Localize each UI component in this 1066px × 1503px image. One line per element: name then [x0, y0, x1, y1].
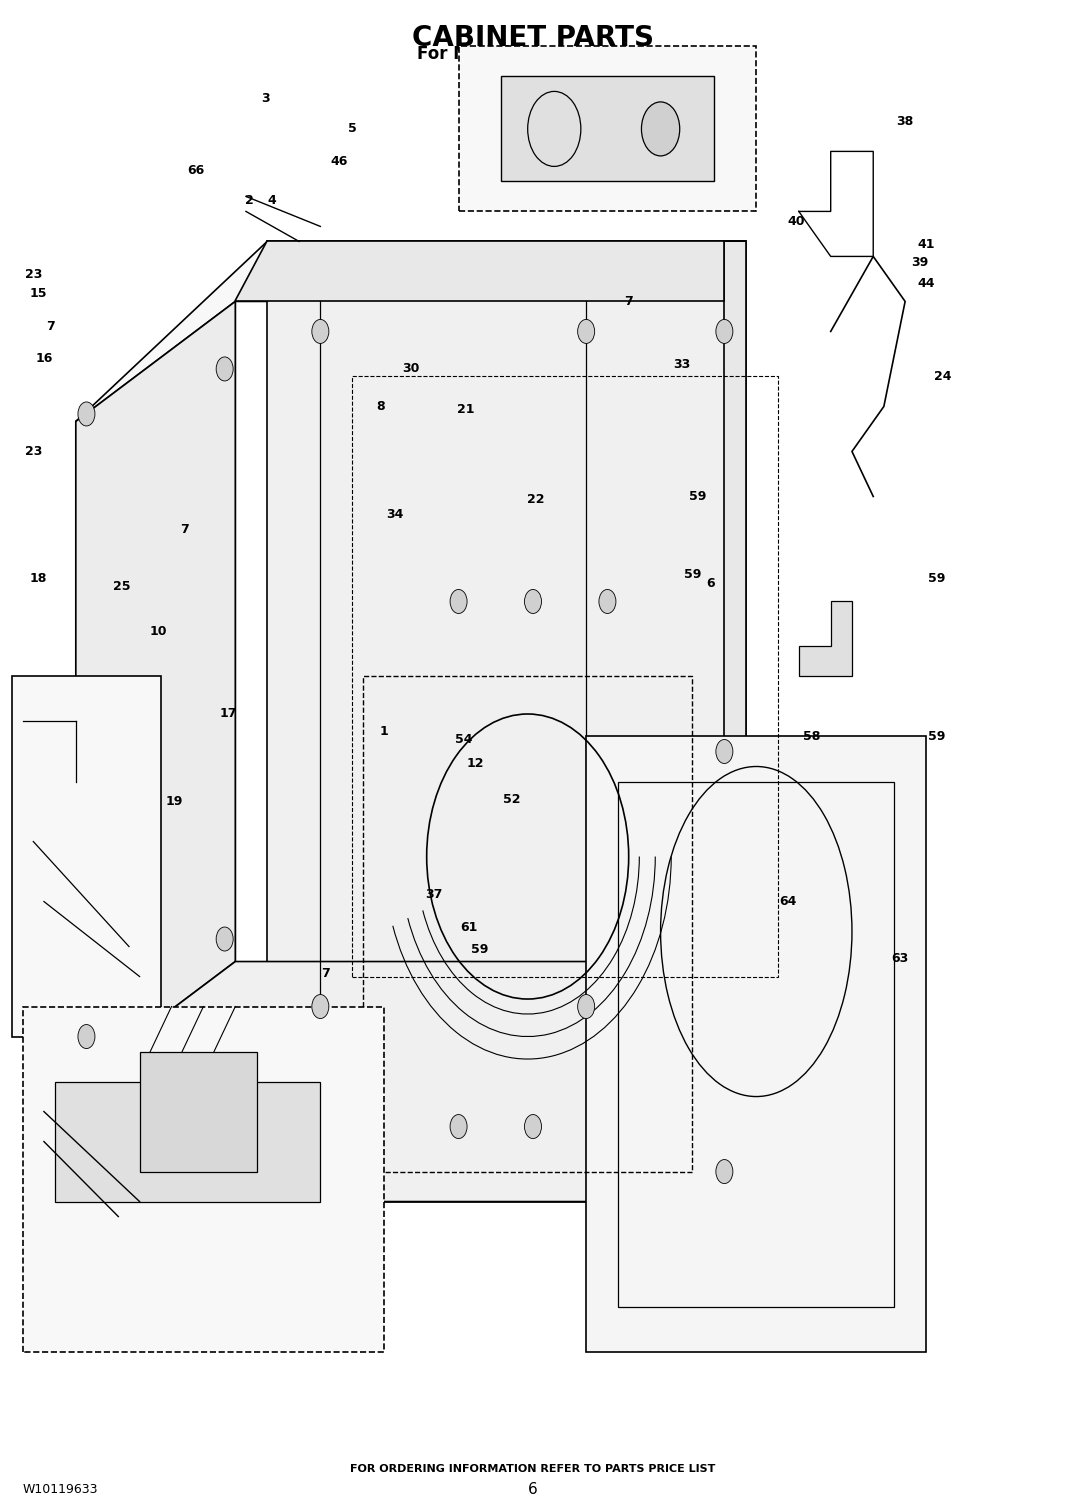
Polygon shape — [268, 242, 745, 1022]
Text: 48: 48 — [571, 162, 588, 176]
Circle shape — [524, 589, 542, 613]
Circle shape — [578, 995, 595, 1019]
Text: 58: 58 — [803, 730, 820, 742]
Text: 59: 59 — [928, 573, 946, 586]
Text: 6: 6 — [528, 1482, 538, 1497]
Text: 59: 59 — [683, 568, 701, 582]
Text: FOR ORDERING INFORMATION REFER TO PARTS PRICE LIST: FOR ORDERING INFORMATION REFER TO PARTS … — [351, 1464, 715, 1473]
Text: 41: 41 — [918, 237, 935, 251]
Polygon shape — [22, 1007, 384, 1351]
Polygon shape — [725, 242, 745, 1201]
Text: 40: 40 — [788, 215, 806, 228]
Circle shape — [578, 320, 595, 344]
Text: 61: 61 — [461, 920, 478, 933]
Polygon shape — [76, 962, 725, 1201]
Polygon shape — [798, 601, 852, 676]
Text: 59: 59 — [689, 490, 707, 504]
Text: 28: 28 — [143, 678, 160, 690]
Polygon shape — [76, 302, 236, 1201]
Text: 64: 64 — [779, 894, 797, 908]
Circle shape — [716, 739, 733, 764]
Circle shape — [716, 1159, 733, 1183]
Text: 34: 34 — [386, 508, 403, 522]
Text: 46: 46 — [330, 155, 349, 168]
Text: 44: 44 — [918, 277, 935, 290]
Polygon shape — [76, 242, 745, 421]
Text: CABINET PARTS: CABINET PARTS — [411, 24, 655, 53]
Text: (White): (White) — [501, 63, 565, 78]
Text: 7: 7 — [625, 295, 633, 308]
Text: 5: 5 — [348, 122, 357, 135]
Text: 3: 3 — [261, 92, 270, 105]
Text: 23: 23 — [25, 445, 42, 458]
Polygon shape — [586, 736, 926, 1351]
Text: 52: 52 — [503, 794, 520, 806]
Text: 38: 38 — [897, 114, 914, 128]
Text: 7: 7 — [46, 320, 54, 334]
Text: 33: 33 — [674, 358, 691, 371]
Polygon shape — [236, 962, 725, 1201]
Text: 32: 32 — [61, 887, 78, 900]
Polygon shape — [501, 77, 714, 182]
Polygon shape — [54, 1082, 321, 1201]
Text: 63: 63 — [891, 951, 908, 965]
Text: 21: 21 — [457, 403, 474, 416]
Text: 6: 6 — [707, 577, 715, 591]
Text: 54: 54 — [455, 733, 472, 745]
Circle shape — [716, 320, 733, 344]
Circle shape — [216, 356, 233, 380]
Text: 15: 15 — [30, 287, 47, 301]
Text: 24: 24 — [934, 370, 951, 383]
Polygon shape — [458, 47, 756, 212]
Circle shape — [78, 1025, 95, 1049]
Text: 59: 59 — [471, 942, 488, 956]
Text: 7: 7 — [180, 523, 189, 537]
Text: 37: 37 — [425, 887, 442, 900]
Circle shape — [599, 589, 616, 613]
Circle shape — [642, 102, 680, 156]
Circle shape — [216, 927, 233, 951]
Text: 7: 7 — [46, 745, 54, 758]
Text: 10: 10 — [150, 625, 167, 637]
Text: 12: 12 — [467, 758, 484, 770]
Text: 4: 4 — [268, 194, 276, 207]
Text: 18: 18 — [30, 573, 47, 586]
Text: 25: 25 — [113, 580, 130, 594]
Circle shape — [450, 1115, 467, 1139]
Text: 66: 66 — [188, 164, 205, 177]
Text: 19: 19 — [166, 795, 183, 807]
Text: 8: 8 — [376, 400, 385, 413]
Text: 23: 23 — [25, 268, 42, 281]
Text: 1: 1 — [379, 726, 388, 738]
Polygon shape — [236, 242, 745, 302]
Text: 39: 39 — [911, 256, 928, 269]
Text: 9: 9 — [48, 718, 56, 730]
Text: W10119633: W10119633 — [22, 1483, 98, 1495]
Text: 27: 27 — [140, 887, 157, 900]
Text: 59: 59 — [928, 730, 946, 742]
Text: 35: 35 — [51, 972, 68, 986]
Circle shape — [312, 995, 329, 1019]
Circle shape — [450, 589, 467, 613]
Circle shape — [524, 1115, 542, 1139]
Text: 16: 16 — [35, 352, 52, 365]
Text: 7: 7 — [321, 966, 330, 980]
Text: 30: 30 — [402, 362, 419, 376]
Polygon shape — [12, 676, 161, 1037]
Text: For Model: CGM2941TQ0: For Model: CGM2941TQ0 — [417, 45, 649, 63]
Text: 22: 22 — [528, 493, 545, 507]
Circle shape — [78, 401, 95, 425]
Polygon shape — [140, 1052, 257, 1171]
Text: 2: 2 — [245, 194, 254, 207]
Circle shape — [312, 320, 329, 344]
Text: 17: 17 — [220, 708, 237, 720]
